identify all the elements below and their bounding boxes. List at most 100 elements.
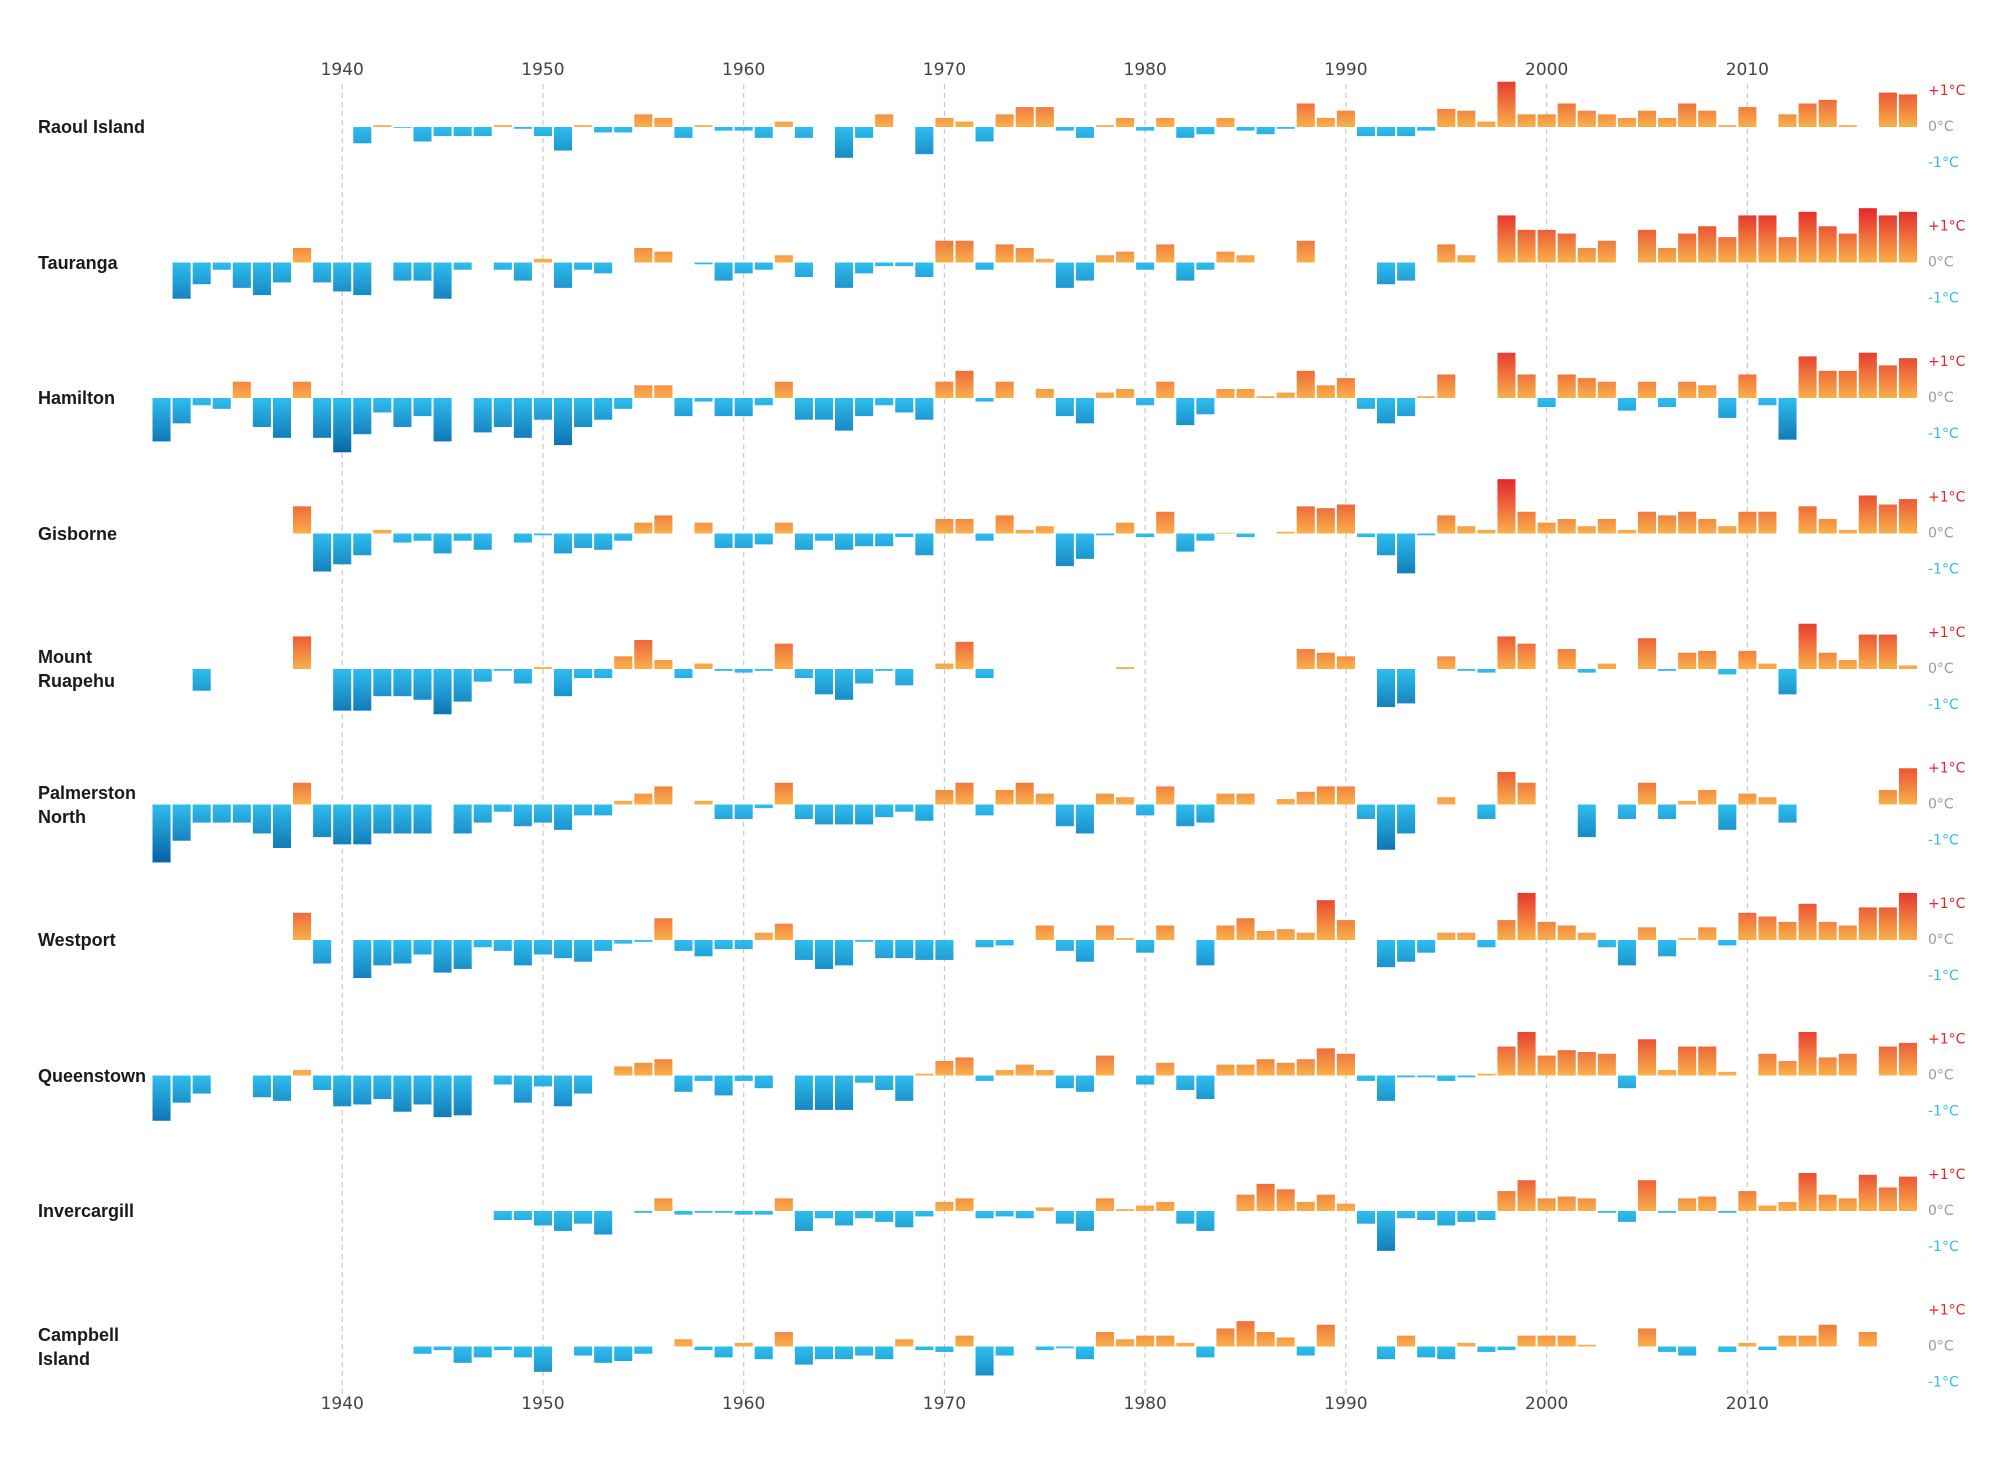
bar <box>1377 398 1396 424</box>
bar <box>875 398 894 406</box>
bar <box>1557 233 1576 263</box>
bar <box>634 1346 653 1354</box>
bar <box>995 790 1014 805</box>
bar <box>1617 940 1636 966</box>
bar <box>594 398 613 420</box>
bar <box>1497 636 1516 669</box>
bar <box>513 262 532 281</box>
bar <box>1557 374 1576 398</box>
bar <box>1035 1207 1054 1211</box>
bar <box>1898 665 1917 669</box>
bar <box>935 1346 954 1352</box>
bar <box>1678 381 1697 398</box>
bar <box>1597 1053 1616 1076</box>
bar <box>1698 1046 1717 1076</box>
bar <box>1256 127 1275 135</box>
bar <box>654 1198 673 1211</box>
y-tick-label: -1°C <box>1928 1239 1959 1255</box>
bar <box>1296 1346 1315 1356</box>
bar <box>714 804 733 819</box>
bar <box>1437 1346 1456 1360</box>
bar <box>1497 1046 1516 1076</box>
bar <box>955 782 974 805</box>
bar <box>1316 385 1335 398</box>
bar <box>1236 255 1255 263</box>
bar <box>1136 127 1155 131</box>
bar <box>1055 262 1074 288</box>
y-tick-label: +1°C <box>1928 218 1966 234</box>
bar <box>1818 1194 1837 1211</box>
bar <box>252 804 271 834</box>
station-label: Westport <box>38 930 116 950</box>
bar <box>1758 1205 1777 1211</box>
bar <box>734 804 753 819</box>
bar <box>754 262 773 270</box>
bar <box>1256 1183 1275 1211</box>
bar <box>814 804 834 825</box>
bar <box>1377 669 1396 708</box>
y-tick-label: +1°C <box>1928 625 1966 641</box>
bar <box>674 1211 693 1215</box>
bar <box>1497 1346 1516 1351</box>
bar <box>714 127 733 131</box>
bar <box>252 262 271 296</box>
bar <box>1858 1174 1877 1211</box>
bar <box>1336 110 1355 127</box>
bar <box>1075 1075 1094 1092</box>
bar <box>1477 669 1496 673</box>
bar <box>814 1075 834 1110</box>
bar <box>1878 365 1897 398</box>
bar <box>493 804 512 812</box>
bar <box>513 127 532 129</box>
bar <box>875 1211 894 1222</box>
bar <box>794 127 813 138</box>
bar <box>654 251 673 263</box>
bar <box>473 1346 492 1358</box>
bar <box>493 1346 512 1351</box>
bar <box>1196 1075 1215 1100</box>
bar <box>1658 669 1677 671</box>
bar <box>353 398 372 435</box>
bar <box>634 522 653 534</box>
bar <box>1477 1211 1496 1221</box>
bar <box>212 804 231 823</box>
bar <box>875 1346 894 1360</box>
bar <box>1838 370 1857 398</box>
bar <box>1858 352 1877 398</box>
bar <box>313 804 332 838</box>
bar <box>1136 1075 1155 1085</box>
bar <box>333 804 352 845</box>
bar <box>1236 533 1255 538</box>
bar <box>1377 940 1396 968</box>
bar <box>1597 663 1616 669</box>
bar <box>493 669 512 671</box>
bar <box>553 262 573 288</box>
bar <box>875 114 894 127</box>
bar <box>272 262 292 283</box>
bar <box>1818 921 1837 940</box>
bar <box>1035 258 1054 263</box>
bar <box>232 262 251 288</box>
bar <box>835 1211 854 1226</box>
bar <box>1176 398 1195 426</box>
bar <box>1858 907 1877 940</box>
bar <box>855 127 874 138</box>
bar <box>955 519 974 534</box>
y-tick-label: 0°C <box>1928 119 1954 135</box>
station-label: Campbell Island <box>38 1324 120 1369</box>
bar <box>1658 1346 1677 1352</box>
bar <box>975 669 994 679</box>
bar <box>774 1332 793 1347</box>
bar <box>1597 240 1616 263</box>
x-tick-label-bottom: 1950 <box>521 1394 564 1414</box>
bar <box>1156 786 1175 805</box>
bar <box>1176 127 1195 138</box>
bar <box>252 1075 271 1098</box>
bar <box>754 533 773 545</box>
bar <box>1838 1053 1857 1076</box>
bar <box>1658 1070 1677 1076</box>
station-label: Hamilton <box>38 388 116 408</box>
bar <box>252 398 271 427</box>
bar <box>694 262 713 265</box>
